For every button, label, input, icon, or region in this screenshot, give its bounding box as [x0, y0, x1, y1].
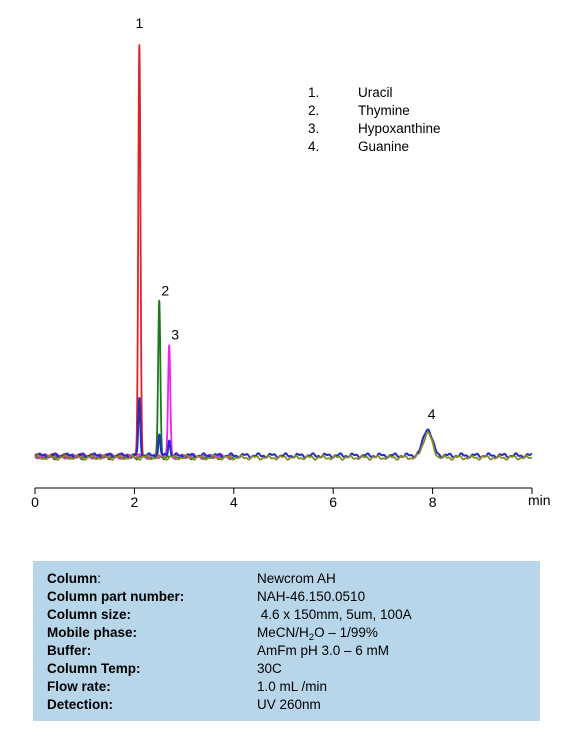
x-tick-label-6: 6	[329, 494, 337, 510]
series-layer	[34, 44, 533, 461]
peak-label-2: 2	[161, 283, 169, 299]
x-ticks: 0 2 4 6 8	[31, 488, 533, 510]
peak-label-4: 4	[428, 406, 436, 422]
x-unit-label: min	[528, 492, 551, 508]
condition-label-detection: Detection:	[47, 697, 114, 712]
condition-label-mobile-phase: Mobile phase:	[47, 625, 138, 640]
condition-row-detection: Detection: UV 260nm	[47, 696, 527, 714]
condition-value-column-size: 4.6 x 150mm, 5um, 100A	[257, 607, 412, 622]
condition-value-flow-rate: 1.0 mL /min	[257, 679, 328, 694]
series-line-3	[34, 344, 235, 460]
series-line-5	[34, 431, 533, 461]
legend-number-4: 4.	[308, 139, 319, 154]
condition-label-flow-rate: Flow rate:	[47, 679, 111, 694]
peak-labels: 1 2 3 4	[135, 15, 435, 422]
legend-number-1: 1.	[308, 85, 319, 100]
x-tick-label-4: 4	[230, 494, 238, 510]
condition-label-column: Column	[47, 571, 98, 586]
condition-label-column-colon: :	[97, 571, 102, 586]
legend-entry-uracil: Uracil	[358, 85, 393, 100]
series-line-2	[34, 299, 235, 461]
condition-label-column-temp: Column Temp:	[47, 661, 141, 676]
condition-row-column-temp: Column Temp: 30C	[47, 660, 527, 678]
series-line-4	[34, 396, 533, 459]
condition-row-column-size: Column size: 4.6 x 150mm, 5um, 100A	[47, 606, 527, 624]
condition-value-buffer: AmFm pH 3.0 – 6 mM	[257, 643, 390, 658]
condition-value-detection: UV 260nm	[257, 697, 321, 712]
chromatogram-chart: 0 2 4 6 8 min 1 2 3 4 1. Uracil 2. Thymine 3. H…	[31, 15, 551, 510]
condition-label-part-number: Column part number:	[47, 589, 185, 604]
method-conditions-panel: Column: Newcrom AH Column part number: N…	[33, 561, 540, 721]
condition-value-mobile-phase-subscript: 2	[308, 632, 315, 643]
series-line-1	[34, 44, 146, 460]
legend-entry-thymine: Thymine	[358, 103, 410, 118]
legend-entry-guanine: Guanine	[358, 139, 409, 154]
condition-row-column: Column: Newcrom AH	[47, 570, 527, 588]
condition-value-mobile-phase: MeCN/H	[257, 625, 309, 640]
legend-number-2: 2.	[308, 103, 319, 118]
condition-value-column: Newcrom AH	[257, 571, 336, 586]
condition-value-column-temp: 30C	[257, 661, 282, 676]
condition-label-buffer: Buffer:	[47, 643, 92, 658]
x-tick-label-0: 0	[31, 494, 39, 510]
peak-label-1: 1	[135, 15, 143, 31]
condition-label-column-size: Column size:	[47, 607, 132, 622]
condition-value-mobile-phase-rest: O – 1/99%	[314, 625, 378, 640]
condition-row-flow-rate: Flow rate: 1.0 mL /min	[47, 678, 527, 696]
legend: 1. Uracil 2. Thymine 3. Hypoxanthine 4. …	[308, 85, 441, 154]
condition-row-part-number: Column part number: NAH-46.150.0510	[47, 588, 527, 606]
legend-number-3: 3.	[308, 121, 319, 136]
peak-label-3: 3	[171, 327, 179, 343]
x-tick-label-2: 2	[131, 494, 139, 510]
condition-row-mobile-phase: Mobile phase: MeCN/H2O – 1/99%	[47, 624, 527, 643]
x-tick-label-8: 8	[429, 494, 437, 510]
condition-value-part-number: NAH-46.150.0510	[257, 589, 366, 604]
condition-row-buffer: Buffer: AmFm pH 3.0 – 6 mM	[47, 642, 527, 660]
legend-entry-hypoxanthine: Hypoxanthine	[358, 121, 441, 136]
